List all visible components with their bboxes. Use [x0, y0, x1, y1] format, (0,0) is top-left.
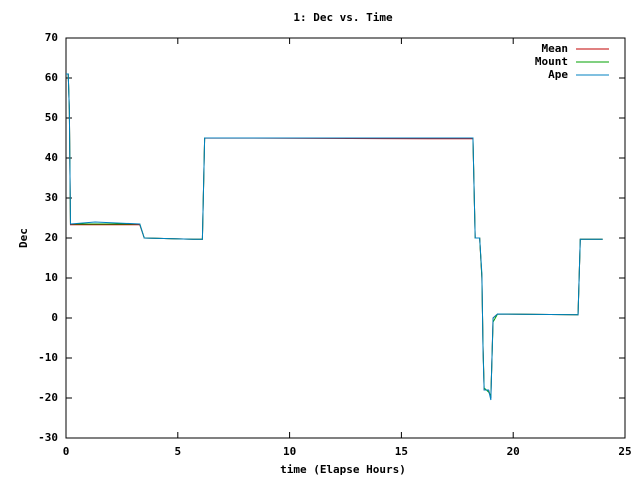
- y-tick-label: 40: [45, 151, 58, 164]
- legend-label: Mean: [542, 42, 569, 55]
- y-tick-label: -20: [38, 391, 58, 404]
- y-tick-label: -10: [38, 351, 58, 364]
- series-line: [66, 73, 603, 401]
- y-tick-label: -30: [38, 431, 58, 444]
- chart-title: 1: Dec vs. Time: [293, 11, 393, 24]
- y-tick-label: 0: [51, 311, 58, 324]
- y-tick-label: 60: [45, 71, 58, 84]
- y-tick-label: 20: [45, 231, 58, 244]
- x-tick-label: 10: [283, 445, 296, 458]
- x-tick-label: 0: [63, 445, 70, 458]
- x-tick-label: 15: [395, 445, 408, 458]
- y-tick-label: 10: [45, 271, 58, 284]
- x-tick-label: 20: [507, 445, 520, 458]
- x-tick-label: 5: [174, 445, 181, 458]
- x-tick-label: 25: [618, 445, 631, 458]
- y-tick-label: 50: [45, 111, 58, 124]
- x-axis-label: time (Elapse Hours): [280, 463, 406, 476]
- legend-label: Ape: [548, 68, 568, 81]
- y-tick-label: 30: [45, 191, 58, 204]
- y-axis-label: Dec: [17, 228, 30, 248]
- legend-label: Mount: [535, 55, 568, 68]
- y-tick-label: 70: [45, 31, 58, 44]
